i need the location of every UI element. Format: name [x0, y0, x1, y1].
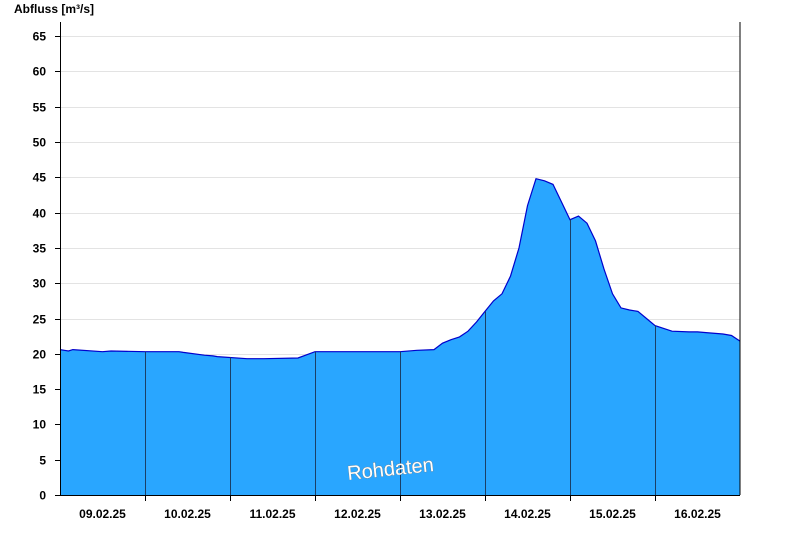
- x-tick-label: 16.02.25: [674, 507, 721, 521]
- y-axis: 0 5 10 15 20 25 30 35 40 45 50 55 60 65: [33, 30, 60, 503]
- x-tick-label: 12.02.25: [334, 507, 381, 521]
- y-tick-label: 40: [33, 207, 47, 221]
- x-tick-label: 10.02.25: [164, 507, 211, 521]
- day-separators: [145, 219, 656, 495]
- y-tick-label: 0: [39, 489, 46, 503]
- y-tick-label: 15: [33, 383, 47, 397]
- y-tick-label: 55: [33, 101, 47, 115]
- x-tick-label: 11.02.25: [249, 507, 295, 521]
- x-tick-label: 14.02.25: [504, 507, 551, 521]
- y-axis-label: Abfluss [m³/s]: [14, 2, 94, 16]
- y-tick-label: 50: [33, 136, 47, 150]
- x-axis: 09.02.25 10.02.25 11.02.25 12.02.25 13.02.25…: [79, 495, 721, 521]
- y-tick-label: 5: [39, 454, 46, 468]
- y-tick-label: 10: [33, 418, 47, 432]
- discharge-line: [59, 177, 741, 360]
- y-tick-label: 45: [33, 171, 47, 185]
- x-tick-label: 13.02.25: [419, 507, 466, 521]
- y-tick-label: 60: [33, 65, 47, 79]
- y-tick-label: 35: [33, 242, 47, 256]
- y-tick-label: 65: [33, 30, 47, 44]
- x-tick-label: 09.02.25: [79, 507, 126, 521]
- y-tick-label: 30: [33, 277, 47, 291]
- y-tick-label: 20: [33, 348, 47, 362]
- y-tick-label: 25: [33, 313, 47, 327]
- x-tick-label: 15.02.25: [589, 507, 636, 521]
